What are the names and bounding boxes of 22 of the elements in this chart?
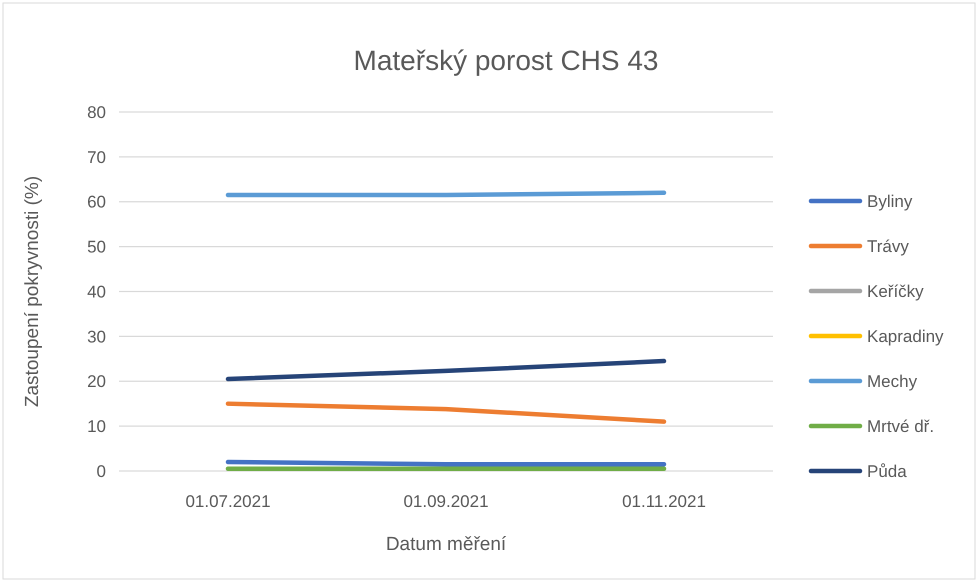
y-tick-label: 50: [87, 238, 106, 257]
y-tick-label: 10: [87, 417, 106, 436]
legend-label: Trávy: [867, 236, 910, 256]
chart-title: Mateřský porost CHS 43: [354, 45, 658, 76]
y-tick-label: 80: [87, 102, 106, 122]
legend-label: Mrtvé dř.: [867, 416, 934, 436]
x-axis-title: Datum měření: [386, 534, 507, 555]
y-axis-title: Zastoupení pokryvnosti (%): [22, 176, 43, 408]
y-tick-label: 20: [87, 372, 106, 392]
legend-label: Keříčky: [867, 282, 924, 301]
y-tick-label: 30: [87, 327, 106, 346]
y-tick-label: 60: [87, 192, 106, 212]
y-tick-label: 0: [96, 462, 106, 481]
legend-label: Kapradiny: [867, 326, 944, 346]
legend-label: Byliny: [867, 192, 913, 211]
legend-label: Půda: [867, 462, 908, 481]
y-tick-label: 70: [87, 148, 106, 167]
x-tick-label: 01.11.2021: [622, 492, 706, 511]
legend-label: Mechy: [867, 372, 918, 391]
x-tick-label: 01.09.2021: [403, 492, 489, 511]
x-tick-label: 01.07.2021: [185, 492, 271, 511]
y-tick-label: 40: [87, 282, 106, 302]
